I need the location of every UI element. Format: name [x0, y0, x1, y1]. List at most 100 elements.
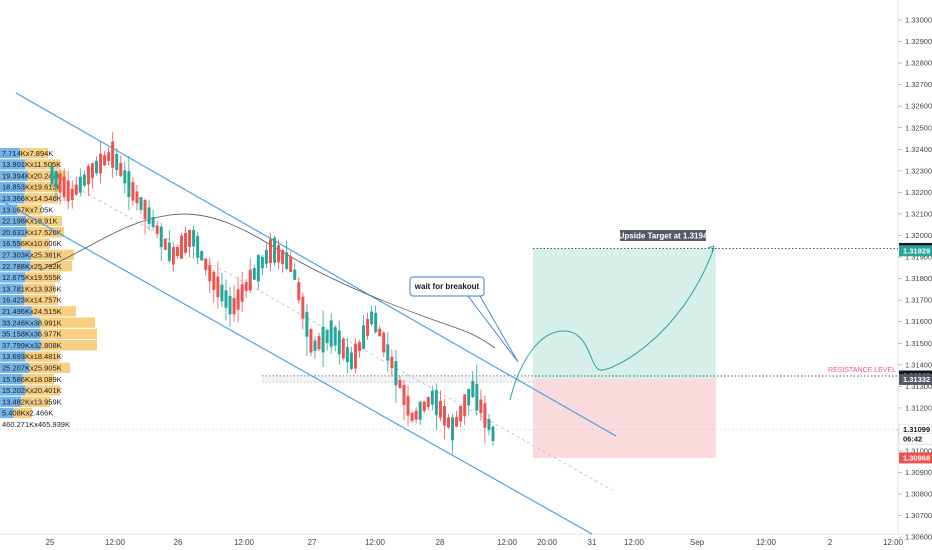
price-tick-label: 1.32200	[905, 188, 932, 197]
price-badge-text: 1.31099	[903, 425, 930, 434]
candle-body	[329, 320, 333, 347]
candle-body	[224, 290, 228, 308]
candle-body	[171, 247, 175, 265]
candle-body	[127, 171, 131, 198]
time-tick-label: 12:00	[624, 538, 645, 547]
candle-body	[321, 326, 325, 353]
time-tick-label: 26	[174, 538, 183, 547]
channel-lower-line[interactable]	[0, 199, 593, 535]
volume-profile-sell-bar	[25, 181, 60, 193]
price-tick-label: 1.31500	[905, 339, 932, 348]
volume-profile-label: 22.788Kx25.792K	[2, 262, 62, 271]
volume-profile-buy-bar	[0, 148, 21, 159]
volume-profile-label: 460.271Kx465.939K	[2, 420, 70, 429]
time-tick-label: 20:00	[537, 538, 558, 547]
candle-body	[402, 384, 406, 405]
candle-body	[236, 289, 240, 310]
candle-body	[111, 141, 115, 168]
volume-profile-sell-bar	[17, 204, 42, 215]
candle-body	[479, 399, 483, 414]
candle-body	[264, 250, 268, 264]
candle-body	[487, 419, 491, 431]
resistance-band	[262, 376, 535, 383]
reward-zone[interactable]	[533, 248, 716, 380]
channel-upper-line[interactable]	[15, 92, 617, 437]
volume-profile-sell-bar	[25, 272, 60, 283]
volume-profile-buy-bar	[0, 294, 25, 306]
price-tick-label: 1.33000	[905, 16, 932, 25]
volume-profile-buy-bar	[0, 283, 24, 294]
projected-arrow-head	[707, 245, 715, 253]
candle-body	[289, 256, 293, 272]
resistance-level-label: RESISTANCE LEVEL	[828, 367, 896, 374]
price-badge	[899, 373, 932, 385]
candle-body	[410, 412, 414, 421]
candle-body	[155, 225, 159, 234]
price-tick-label: 1.32800	[905, 59, 932, 68]
candle-body	[192, 230, 196, 247]
volume-profile-buy-bar	[0, 396, 21, 407]
channel-mid-line	[9, 149, 613, 491]
candle-body	[317, 336, 321, 350]
volume-profile-buy-bar	[0, 215, 27, 227]
callout-box[interactable]	[409, 276, 485, 297]
candle-body	[390, 357, 394, 369]
candle-body	[426, 397, 430, 408]
price-badge-text: 06:42	[903, 435, 922, 444]
candle-body	[103, 154, 107, 166]
volume-profile-label: 22.198Kx18.91K	[2, 217, 57, 226]
candle-body	[438, 400, 442, 418]
candle-body	[463, 394, 467, 417]
price-badge-text: 1.31332	[903, 375, 930, 384]
candle-body	[62, 176, 66, 198]
candle-body	[325, 330, 329, 344]
candle-body	[179, 235, 183, 259]
volume-profile-buy-bar	[0, 261, 31, 272]
volume-profile-sell-bar	[27, 170, 66, 181]
volume-profile-buy-bar	[0, 340, 41, 351]
candle-body	[208, 264, 212, 282]
candle-body	[135, 191, 139, 204]
candle-body	[232, 297, 236, 315]
volume-profile-sell-bar	[25, 385, 60, 396]
candle-body	[184, 232, 188, 253]
volume-profile-buy-bar	[0, 385, 26, 396]
price-badge	[899, 245, 932, 257]
candle-body	[163, 238, 167, 250]
volume-profile-sell-bar	[24, 294, 58, 306]
price-tick-label: 1.32300	[905, 166, 932, 175]
callout-pointer	[467, 295, 519, 363]
time-tick-label: 28	[436, 538, 445, 547]
risk-zone[interactable]	[533, 379, 716, 458]
volume-profile-label: 21.496Kx24.515K	[2, 307, 62, 316]
candle-body	[256, 255, 260, 282]
projected-path[interactable]	[509, 247, 715, 401]
candle-body	[341, 338, 345, 359]
candle-body	[446, 417, 450, 428]
volume-profile-sell-bar	[26, 227, 65, 238]
candle-body	[268, 239, 272, 264]
volume-profile-label: 35.158Kx36.977K	[2, 330, 62, 339]
volume-profile-label: 13.901Kx11.505K	[2, 160, 61, 169]
time-tick-label: 2	[828, 538, 833, 547]
candle-body	[430, 390, 434, 405]
volume-profile-sell-bar	[31, 249, 74, 260]
candle-body	[370, 311, 374, 325]
candle-body	[349, 352, 353, 369]
volume-profile-buy-bar	[0, 227, 27, 238]
volume-profile-sell-bar	[24, 193, 58, 204]
candle-body	[442, 405, 446, 426]
price-tick-label: 1.31300	[905, 382, 932, 391]
candle-body	[95, 160, 99, 174]
price-tick-label: 1.31600	[905, 317, 932, 326]
candle-body	[382, 332, 386, 353]
candle-body	[188, 229, 192, 247]
candle-body	[309, 329, 313, 353]
candle-body	[54, 170, 58, 188]
volume-profile-label: 13.693Kx18.481K	[2, 352, 62, 361]
time-tick-label: 31	[588, 538, 597, 547]
candle-body	[99, 153, 103, 174]
candle-body	[107, 152, 111, 161]
